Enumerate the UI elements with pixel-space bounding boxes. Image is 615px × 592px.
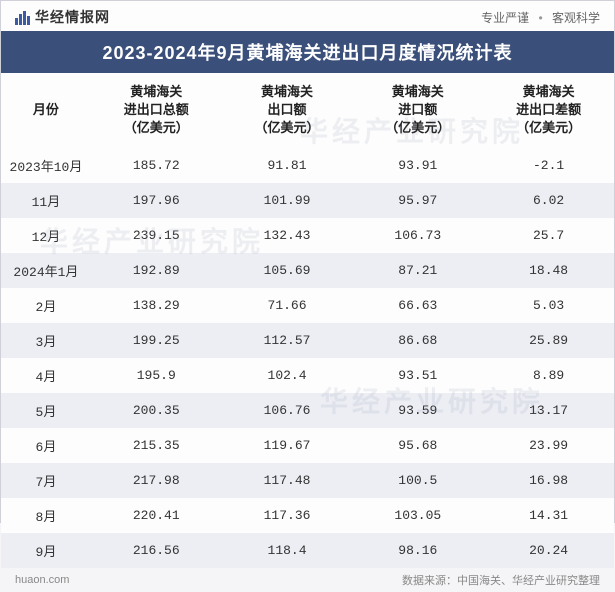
cell-export: 112.57 bbox=[222, 323, 353, 358]
cell-diff: 23.99 bbox=[483, 428, 614, 463]
cell-export: 119.67 bbox=[222, 428, 353, 463]
brand: 华经情报网 bbox=[15, 7, 110, 27]
cell-month: 7月 bbox=[1, 463, 91, 498]
table-row: 6月215.35119.6795.6823.99 bbox=[1, 428, 614, 463]
cell-import: 93.59 bbox=[352, 393, 483, 428]
cell-export: 117.36 bbox=[222, 498, 353, 533]
cell-total: 216.56 bbox=[91, 533, 222, 568]
cell-diff: 25.89 bbox=[483, 323, 614, 358]
cell-total: 195.9 bbox=[91, 358, 222, 393]
cell-diff: -2.1 bbox=[483, 148, 614, 183]
cell-import: 95.97 bbox=[352, 183, 483, 218]
cell-total: 200.35 bbox=[91, 393, 222, 428]
cell-import: 66.63 bbox=[352, 288, 483, 323]
column-header: 黄埔海关进出口差额（亿美元） bbox=[483, 73, 614, 148]
cell-export: 91.81 bbox=[222, 148, 353, 183]
cell-import: 93.91 bbox=[352, 148, 483, 183]
dot-icon: • bbox=[538, 11, 542, 25]
cell-export: 106.76 bbox=[222, 393, 353, 428]
cell-diff: 13.17 bbox=[483, 393, 614, 428]
table-row: 12月239.15132.43106.7325.7 bbox=[1, 218, 614, 253]
cell-import: 100.5 bbox=[352, 463, 483, 498]
column-header: 月份 bbox=[1, 73, 91, 148]
cell-diff: 14.31 bbox=[483, 498, 614, 533]
table-row: 8月220.41117.36103.0514.31 bbox=[1, 498, 614, 533]
table-row: 7月217.98117.48100.516.98 bbox=[1, 463, 614, 498]
cell-total: 199.25 bbox=[91, 323, 222, 358]
column-header: 黄埔海关出口额（亿美元） bbox=[222, 73, 353, 148]
site-url: huaon.com bbox=[15, 574, 69, 586]
data-table: 月份黄埔海关进出口总额（亿美元）黄埔海关出口额（亿美元）黄埔海关进口额（亿美元）… bbox=[1, 73, 614, 568]
cell-total: 239.15 bbox=[91, 218, 222, 253]
cell-total: 220.41 bbox=[91, 498, 222, 533]
cell-month: 5月 bbox=[1, 393, 91, 428]
cell-export: 102.4 bbox=[222, 358, 353, 393]
data-source: 数据来源：中国海关、华经产业研究整理 bbox=[402, 572, 600, 588]
cell-month: 2024年1月 bbox=[1, 253, 91, 288]
table-row: 11月197.96101.9995.976.02 bbox=[1, 183, 614, 218]
cell-diff: 25.7 bbox=[483, 218, 614, 253]
table-row: 2024年1月192.89105.6987.2118.48 bbox=[1, 253, 614, 288]
cell-month: 2023年10月 bbox=[1, 148, 91, 183]
cell-export: 71.66 bbox=[222, 288, 353, 323]
table-row: 3月199.25112.5786.6825.89 bbox=[1, 323, 614, 358]
table-body: 2023年10月185.7291.8193.91-2.111月197.96101… bbox=[1, 148, 614, 568]
footer: huaon.com 数据来源：中国海关、华经产业研究整理 bbox=[1, 568, 614, 592]
table-row: 4月195.9102.493.518.89 bbox=[1, 358, 614, 393]
cell-month: 6月 bbox=[1, 428, 91, 463]
cell-month: 2月 bbox=[1, 288, 91, 323]
cell-export: 101.99 bbox=[222, 183, 353, 218]
cell-diff: 6.02 bbox=[483, 183, 614, 218]
cell-month: 3月 bbox=[1, 323, 91, 358]
table-row: 2023年10月185.7291.8193.91-2.1 bbox=[1, 148, 614, 183]
tagline-b: 客观科学 bbox=[552, 11, 600, 25]
table-head: 月份黄埔海关进出口总额（亿美元）黄埔海关出口额（亿美元）黄埔海关进口额（亿美元）… bbox=[1, 73, 614, 148]
cell-total: 217.98 bbox=[91, 463, 222, 498]
cell-diff: 16.98 bbox=[483, 463, 614, 498]
cell-diff: 18.48 bbox=[483, 253, 614, 288]
bars-icon bbox=[15, 9, 31, 25]
cell-export: 132.43 bbox=[222, 218, 353, 253]
table-row: 9月216.56118.498.1620.24 bbox=[1, 533, 614, 568]
tagline-a: 专业严谨 bbox=[481, 11, 529, 25]
cell-export: 117.48 bbox=[222, 463, 353, 498]
cell-import: 87.21 bbox=[352, 253, 483, 288]
cell-month: 4月 bbox=[1, 358, 91, 393]
cell-import: 95.68 bbox=[352, 428, 483, 463]
cell-diff: 5.03 bbox=[483, 288, 614, 323]
cell-diff: 20.24 bbox=[483, 533, 614, 568]
cell-month: 12月 bbox=[1, 218, 91, 253]
cell-month: 8月 bbox=[1, 498, 91, 533]
table-row: 2月138.2971.6666.635.03 bbox=[1, 288, 614, 323]
cell-month: 11月 bbox=[1, 183, 91, 218]
cell-export: 118.4 bbox=[222, 533, 353, 568]
cell-total: 185.72 bbox=[91, 148, 222, 183]
tagline: 专业严谨 • 客观科学 bbox=[481, 9, 600, 26]
cell-import: 86.68 bbox=[352, 323, 483, 358]
cell-diff: 8.89 bbox=[483, 358, 614, 393]
cell-export: 105.69 bbox=[222, 253, 353, 288]
cell-import: 93.51 bbox=[352, 358, 483, 393]
top-bar: 华经情报网 专业严谨 • 客观科学 bbox=[1, 1, 614, 31]
cell-import: 106.73 bbox=[352, 218, 483, 253]
report-container: 华经情报网 专业严谨 • 客观科学 2023-2024年9月黄埔海关进出口月度情… bbox=[0, 0, 615, 523]
cell-month: 9月 bbox=[1, 533, 91, 568]
cell-import: 103.05 bbox=[352, 498, 483, 533]
cell-total: 215.35 bbox=[91, 428, 222, 463]
page-title: 2023-2024年9月黄埔海关进出口月度情况统计表 bbox=[1, 31, 614, 73]
brand-text: 华经情报网 bbox=[35, 7, 110, 27]
cell-total: 192.89 bbox=[91, 253, 222, 288]
cell-total: 197.96 bbox=[91, 183, 222, 218]
cell-import: 98.16 bbox=[352, 533, 483, 568]
table-row: 5月200.35106.7693.5913.17 bbox=[1, 393, 614, 428]
column-header: 黄埔海关进口额（亿美元） bbox=[352, 73, 483, 148]
cell-total: 138.29 bbox=[91, 288, 222, 323]
column-header: 黄埔海关进出口总额（亿美元） bbox=[91, 73, 222, 148]
